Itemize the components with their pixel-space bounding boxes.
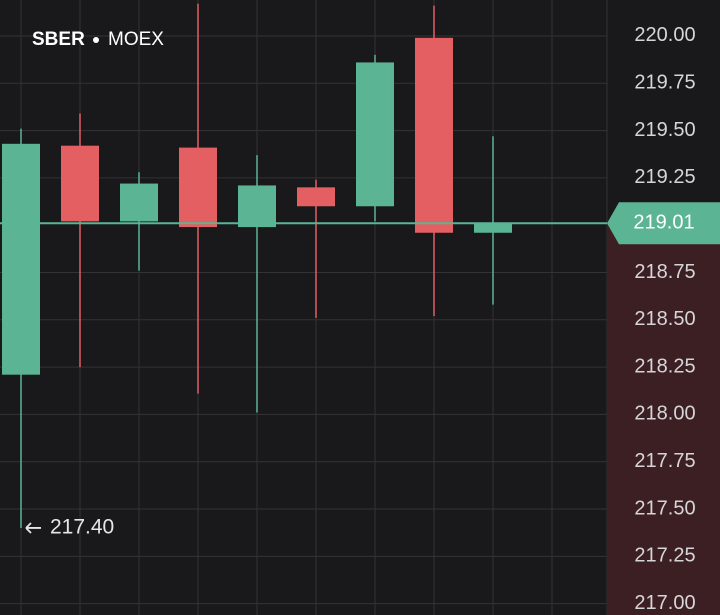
symbol: SBER [32, 29, 85, 50]
y-tick-label: 219.25 [634, 166, 695, 188]
last-price-label: 219.01 [633, 212, 694, 234]
last-price-box [607, 202, 720, 245]
candle-body [356, 62, 394, 207]
y-tick-label: 220.00 [634, 24, 695, 46]
low-marker-arrow [25, 522, 41, 534]
exchange: MOEX [108, 29, 164, 50]
candle-body [120, 183, 158, 222]
candle-body [2, 143, 40, 375]
candle-body [297, 187, 335, 207]
y-tick-label: 217.25 [634, 545, 695, 567]
low-marker-label: 217.40 [50, 516, 114, 539]
axis-below-price [607, 223, 720, 615]
y-tick-label: 218.00 [634, 403, 695, 425]
candle-body [179, 147, 217, 228]
y-tick-label: 219.75 [634, 72, 695, 94]
y-tick-label: 217.50 [634, 497, 695, 519]
y-tick-label: 219.50 [634, 119, 695, 141]
axis-background [607, 223, 720, 615]
y-tick-label: 217.00 [634, 592, 695, 614]
y-tick-label: 218.50 [634, 308, 695, 330]
y-tick-label: 218.75 [634, 261, 695, 283]
candle-body [61, 145, 99, 222]
candle-body [474, 223, 512, 233]
y-tick-label: 218.25 [634, 355, 695, 377]
candles [2, 3, 512, 528]
separator-dot [93, 37, 99, 43]
candle-body [415, 37, 453, 233]
candle-body [238, 185, 276, 228]
y-tick-label: 217.75 [634, 450, 695, 472]
